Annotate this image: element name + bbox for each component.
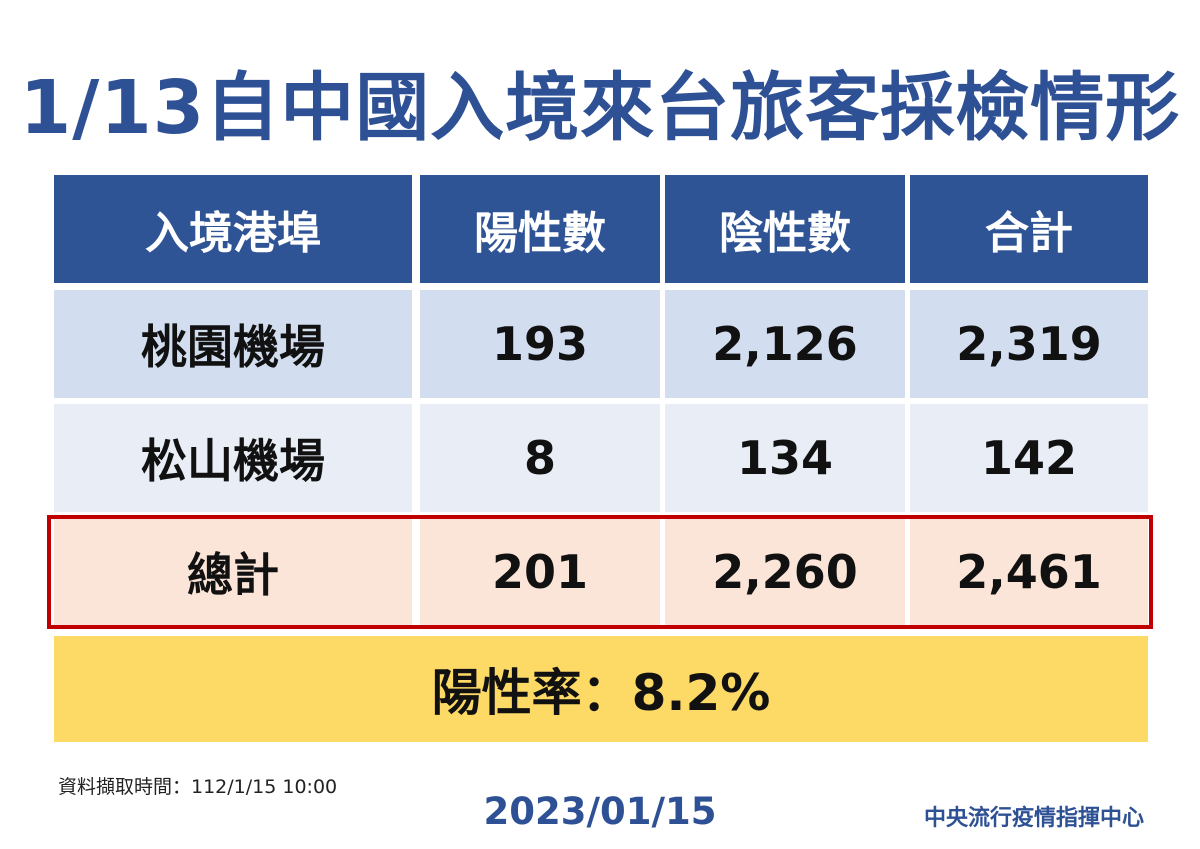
header-positive: 陽性數	[420, 175, 660, 283]
header-port: 入境港埠	[54, 175, 412, 283]
row-taoyuan-total: 2,319	[910, 290, 1148, 398]
row-songshan-negative: 134	[665, 404, 905, 512]
total-label: 總計	[54, 519, 412, 625]
header-total: 合計	[910, 175, 1148, 283]
total-positive: 201	[420, 519, 660, 625]
publish-date: 2023/01/15	[483, 790, 717, 833]
row-songshan-positive: 8	[420, 404, 660, 512]
total-sum: 2,461	[910, 519, 1148, 625]
row-songshan-total: 142	[910, 404, 1148, 512]
row-songshan-port: 松山機場	[54, 404, 412, 512]
header-negative: 陰性數	[665, 175, 905, 283]
row-taoyuan-port: 桃園機場	[54, 290, 412, 398]
positive-rate-banner: 陽性率：8.2%	[54, 636, 1148, 742]
total-negative: 2,260	[665, 519, 905, 625]
organization-name: 中央流行疫情指揮中心	[923, 806, 1144, 831]
source-note: 資料擷取時間：112/1/15 10:00	[58, 776, 338, 798]
page-title: 1/13自中國入境來台旅客採檢情形	[19, 65, 1181, 151]
row-taoyuan-negative: 2,126	[665, 290, 905, 398]
row-taoyuan-positive: 193	[420, 290, 660, 398]
